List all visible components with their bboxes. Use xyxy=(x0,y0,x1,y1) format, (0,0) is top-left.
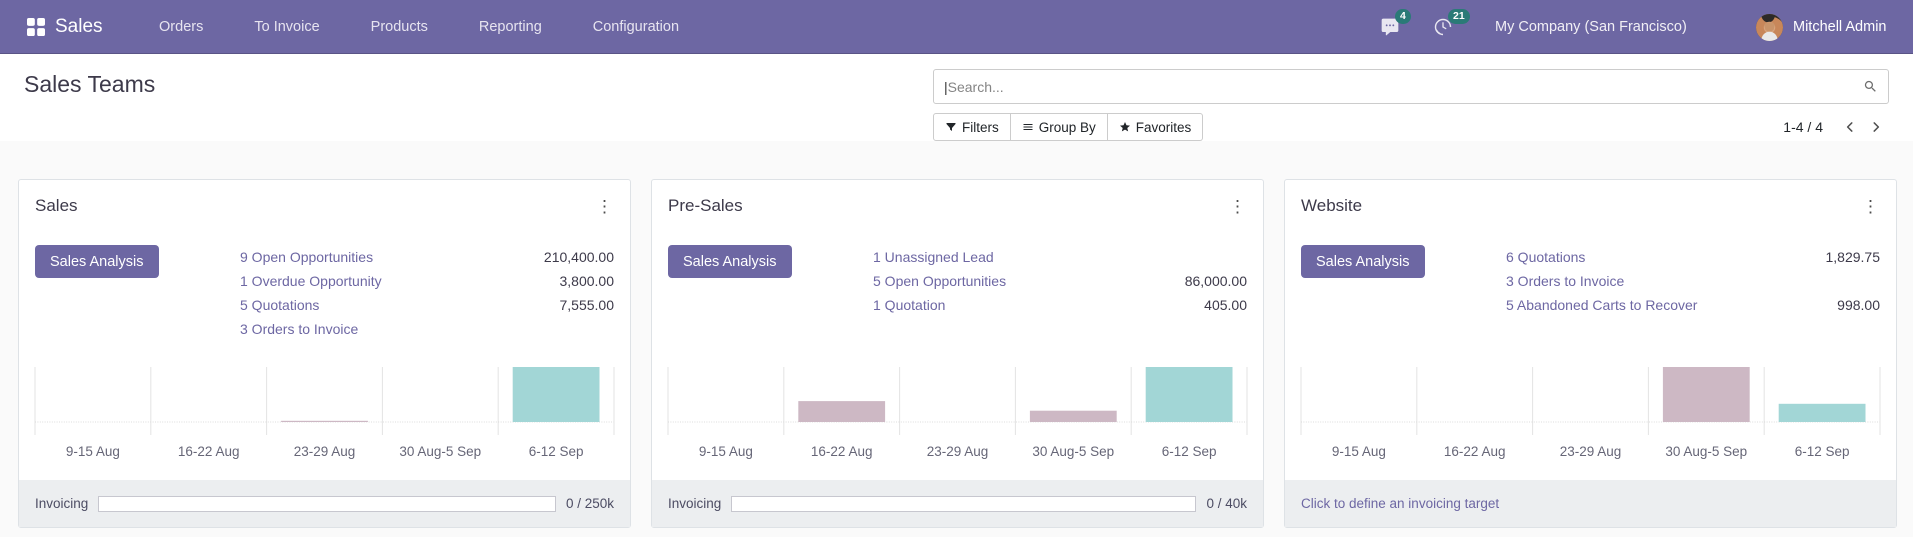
svg-text:23-29 Aug: 23-29 Aug xyxy=(927,444,989,459)
svg-text:23-29 Aug: 23-29 Aug xyxy=(294,444,356,459)
svg-text:9-15 Aug: 9-15 Aug xyxy=(66,444,120,459)
svg-text:9-15 Aug: 9-15 Aug xyxy=(699,444,753,459)
svg-text:30 Aug-5 Sep: 30 Aug-5 Sep xyxy=(1665,444,1747,459)
svg-text:23-29 Aug: 23-29 Aug xyxy=(1560,444,1622,459)
svg-text:16-22 Aug: 16-22 Aug xyxy=(178,444,240,459)
svg-text:16-22 Aug: 16-22 Aug xyxy=(1444,444,1506,459)
svg-text:9-15 Aug: 9-15 Aug xyxy=(1332,444,1386,459)
svg-text:30 Aug-5 Sep: 30 Aug-5 Sep xyxy=(399,444,481,459)
svg-text:6-12 Sep: 6-12 Sep xyxy=(1795,444,1850,459)
svg-text:30 Aug-5 Sep: 30 Aug-5 Sep xyxy=(1032,444,1114,459)
svg-text:6-12 Sep: 6-12 Sep xyxy=(529,444,584,459)
svg-text:16-22 Aug: 16-22 Aug xyxy=(811,444,873,459)
svg-text:6-12 Sep: 6-12 Sep xyxy=(1162,444,1217,459)
